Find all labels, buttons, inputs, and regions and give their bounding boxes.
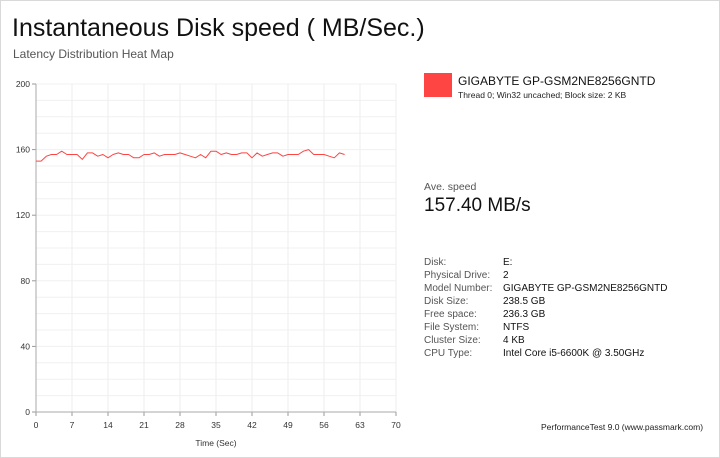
- x-tick-label: 56: [319, 420, 329, 430]
- info-key: Physical Drive:: [424, 270, 491, 281]
- disk-info-table: Disk: E: Physical Drive: 2 Model Number: GI…: [424, 256, 668, 360]
- x-tick-label: 0: [34, 420, 39, 430]
- info-value: 238.5 GB: [503, 296, 546, 307]
- x-tick-label: 42: [247, 420, 257, 430]
- info-row-disk: Disk: E:: [424, 256, 668, 269]
- info-key: CPU Type:: [424, 348, 473, 359]
- info-key: Disk Size:: [424, 296, 469, 307]
- x-tick-label: 21: [139, 420, 149, 430]
- x-tick-label: 35: [211, 420, 221, 430]
- y-tick-label: 200: [16, 79, 30, 89]
- info-value: Intel Core i5-6600K @ 3.50GHz: [503, 348, 645, 359]
- x-tick-label: 63: [355, 420, 365, 430]
- info-key: File System:: [424, 322, 480, 333]
- x-axis-label: Time (Sec): [195, 438, 236, 448]
- info-row-model-number: Model Number: GIGABYTE GP-GSM2NE8256GNTD: [424, 282, 668, 295]
- info-value: E:: [503, 257, 513, 268]
- info-row-file-system: File System: NTFS: [424, 321, 668, 334]
- y-tick-label: 40: [21, 341, 31, 351]
- legend-series-name: GIGABYTE GP-GSM2NE8256GNTD: [458, 74, 656, 88]
- info-value: GIGABYTE GP-GSM2NE8256GNTD: [503, 283, 668, 294]
- chart-title: Instantaneous Disk speed ( MB/Sec.): [12, 14, 425, 42]
- legend-color-swatch: [424, 73, 452, 97]
- y-tick-label: 80: [21, 276, 31, 286]
- x-tick-label: 49: [283, 420, 293, 430]
- average-speed-label: Ave. speed: [424, 181, 477, 193]
- x-tick-label: 14: [103, 420, 113, 430]
- footer-credit: PerformanceTest 9.0 (www.passmark.com): [541, 422, 704, 432]
- y-tick-label: 120: [16, 210, 30, 220]
- x-tick-label: 70: [391, 420, 401, 430]
- series-line: [36, 149, 345, 162]
- info-value: 236.3 GB: [503, 309, 546, 320]
- chart-subtitle: Latency Distribution Heat Map: [13, 47, 174, 61]
- info-value: NTFS: [503, 322, 530, 333]
- info-key: Model Number:: [424, 283, 493, 294]
- info-value: 4 KB: [503, 335, 525, 346]
- average-speed-value: 157.40 MB/s: [424, 195, 531, 216]
- info-row-physical-drive: Physical Drive: 2: [424, 269, 668, 282]
- y-tick-label: 0: [25, 407, 30, 417]
- legend-series-detail: Thread 0; Win32 uncached; Block size: 2 …: [458, 90, 627, 100]
- y-tick-label: 160: [16, 145, 30, 155]
- info-row-free-space: Free space: 236.3 GB: [424, 308, 668, 321]
- info-key: Disk:: [424, 257, 447, 268]
- x-tick-label: 28: [175, 420, 185, 430]
- info-row-cluster-size: Cluster Size: 4 KB: [424, 334, 668, 347]
- info-key: Cluster Size:: [424, 335, 481, 346]
- info-value: 2: [503, 270, 509, 281]
- info-row-disk-size: Disk Size: 238.5 GB: [424, 295, 668, 308]
- x-tick-label: 7: [70, 420, 75, 430]
- info-key: Free space:: [424, 309, 477, 320]
- info-row-cpu-type: CPU Type: Intel Core i5-6600K @ 3.50GHz: [424, 347, 668, 360]
